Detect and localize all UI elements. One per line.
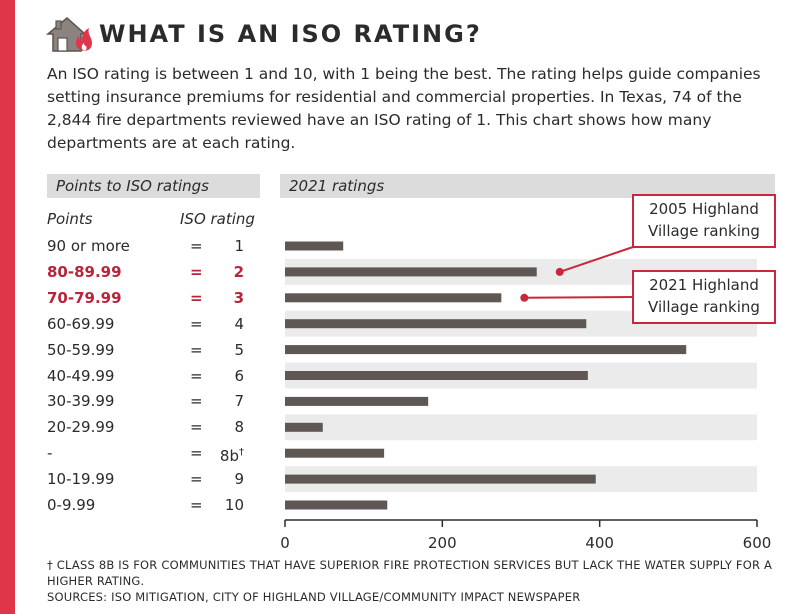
callout-2021: 2021 Highland Village ranking	[632, 270, 776, 324]
x-tick-label: 400	[585, 534, 614, 552]
footnote-text: † Class 8B is for communities that have …	[47, 558, 773, 588]
points-range: 30-39.99	[47, 392, 115, 411]
x-tick-label: 0	[280, 534, 290, 552]
bar-iso-1	[285, 241, 344, 251]
page-title: WHAT IS AN ISO RATING?	[99, 20, 482, 48]
bar-iso-9	[285, 474, 596, 484]
leader-2005	[559, 246, 634, 273]
bar-iso-3	[285, 293, 502, 303]
equals-sign: =	[190, 340, 203, 359]
equals-sign: =	[190, 262, 203, 281]
accent-bar	[0, 0, 15, 614]
footnote: † Class 8B is for communities that have …	[47, 557, 787, 605]
iso-rating: 1	[234, 237, 244, 255]
points-range: -	[47, 444, 53, 463]
sources-text: Sources: ISO Mitigation, City of Highlan…	[47, 590, 581, 604]
equals-sign: =	[190, 444, 203, 463]
points-range: 70-79.99	[47, 288, 122, 307]
x-tick-label: 200	[428, 534, 457, 552]
x-tick-label: 600	[743, 534, 772, 552]
iso-rating: 9	[234, 470, 244, 489]
iso-rating: 4	[234, 314, 244, 333]
equals-sign: =	[190, 237, 203, 255]
leader-2021	[524, 296, 634, 299]
iso-rating: 5	[234, 340, 244, 359]
iso-rating: 10	[224, 496, 244, 514]
iso-rating: 8b†	[219, 447, 244, 466]
points-range: 10-19.99	[47, 470, 115, 489]
bar-iso-4	[285, 319, 587, 329]
iso-rating: 8	[234, 418, 244, 437]
row-band	[285, 414, 757, 441]
dagger-mark: †	[239, 447, 244, 459]
equals-sign: =	[190, 366, 203, 385]
points-range: 60-69.99	[47, 314, 115, 333]
bar-iso-8	[285, 422, 323, 432]
iso-rating: 6	[234, 366, 244, 385]
iso-rating: 3	[233, 288, 244, 307]
intro-text: An ISO rating is between 1 and 10, with …	[47, 65, 761, 152]
bar-iso-6	[285, 371, 588, 380]
bar-iso-10	[285, 500, 388, 510]
equals-sign: =	[190, 392, 203, 411]
bar-iso-8b	[285, 448, 385, 458]
equals-sign: =	[190, 470, 203, 489]
left-section-header: Points to ISO ratings	[47, 174, 260, 198]
points-column-header: Points	[47, 210, 93, 228]
iso-column-header: ISO rating	[180, 210, 255, 228]
equals-sign: =	[190, 418, 203, 437]
header: WHAT IS AN ISO RATING?	[45, 14, 482, 54]
house-fire-icon	[45, 17, 92, 52]
points-range: 40-49.99	[47, 366, 115, 385]
iso-rating: 7	[234, 392, 244, 411]
points-range: 0-9.99	[47, 496, 96, 514]
equals-sign: =	[190, 496, 203, 514]
leader-2021-dot	[520, 293, 529, 302]
points-range: 90 or more	[47, 237, 130, 255]
bar-iso-5	[285, 345, 687, 355]
points-range: 50-59.99	[47, 340, 115, 359]
equals-sign: =	[190, 314, 203, 333]
leader-2005-dot	[555, 267, 564, 276]
points-range: 20-29.99	[47, 418, 115, 437]
iso-rating: 2	[233, 262, 244, 281]
points-range: 80-89.99	[47, 262, 122, 281]
callout-2005: 2005 Highland Village ranking	[632, 194, 776, 248]
bar-iso-7	[285, 396, 429, 406]
equals-sign: =	[190, 288, 203, 307]
bar-iso-2	[285, 267, 537, 277]
